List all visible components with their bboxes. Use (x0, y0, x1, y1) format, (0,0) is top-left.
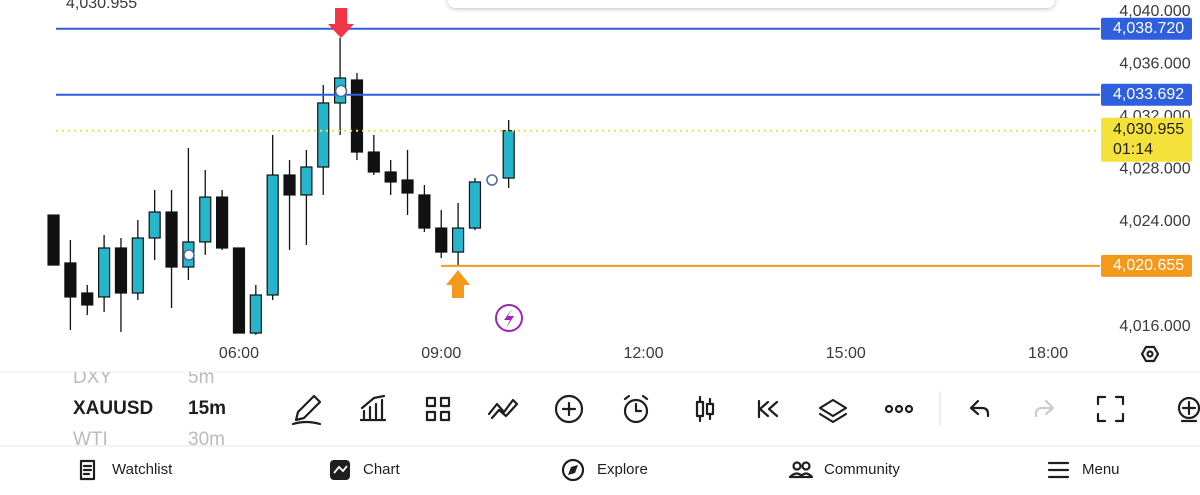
candle-body (418, 194, 431, 229)
price-label-box (1101, 17, 1192, 40)
nav-label[interactable]: Chart (363, 461, 401, 478)
price-label-box (1101, 83, 1192, 106)
symbol[interactable]: WTI (73, 429, 108, 450)
price-label: 4,038.720 (1113, 20, 1184, 37)
candle-body (47, 214, 60, 266)
nav-label[interactable]: Community (824, 461, 900, 478)
candle-body (317, 102, 330, 168)
candle-body (401, 179, 414, 194)
countdown: 01:14 (1113, 141, 1153, 158)
settings-icon[interactable] (1140, 345, 1160, 363)
nav-menu[interactable]: Menu (1047, 461, 1120, 479)
candle-body (165, 211, 178, 268)
symbol[interactable]: DXY (73, 367, 112, 388)
draw-tool[interactable] (291, 394, 322, 426)
nav-label[interactable]: Menu (1082, 461, 1120, 478)
nav-label[interactable]: Watchlist (112, 461, 173, 478)
interval[interactable]: 15m (188, 398, 226, 419)
popup-edge (448, 0, 1055, 8)
candle-body (266, 174, 279, 296)
candle-body (98, 247, 111, 298)
x-tick-label: 09:00 (421, 345, 461, 362)
undo[interactable] (969, 399, 990, 418)
candle-body (249, 294, 262, 334)
y-tick-label: 4,016.000 (1119, 318, 1190, 335)
x-tick-label: 18:00 (1028, 345, 1068, 362)
candle-body (384, 171, 397, 183)
y-tick-label: 4,024.000 (1119, 213, 1190, 230)
layouts[interactable] (425, 396, 451, 422)
objects[interactable] (818, 398, 848, 424)
candle-body (435, 227, 448, 253)
candle-body (114, 247, 128, 294)
alert[interactable] (623, 398, 649, 424)
candle-body (283, 174, 296, 196)
price-label-box (1101, 254, 1192, 277)
x-tick-label: 15:00 (826, 345, 866, 362)
extra-tool[interactable] (1177, 396, 1200, 420)
plot-area (47, 27, 1100, 335)
y-tick-label: 4,036.000 (1119, 56, 1190, 73)
nav-chart[interactable]: Chart (330, 460, 401, 480)
symbol-picker[interactable]: DXY 5m XAUUSD 15m WTI 30m (73, 367, 226, 450)
nav-label[interactable]: Explore (597, 461, 648, 478)
nav-community[interactable]: Community (788, 461, 900, 479)
candle-body (148, 211, 161, 239)
symbol[interactable]: XAUUSD (73, 398, 153, 419)
price-label: 4,030.955 (1113, 121, 1184, 138)
price-label: 4,020.655 (1113, 257, 1184, 274)
x-tick-label: 12:00 (623, 345, 663, 362)
candle-body (64, 262, 77, 298)
nav-watchlist[interactable]: Watchlist (79, 459, 173, 481)
buy-arrow (446, 270, 470, 298)
price-label: 4,033.692 (1113, 86, 1184, 103)
candle-body (216, 196, 229, 249)
add[interactable] (554, 394, 584, 424)
candle-body (367, 151, 380, 173)
sell-arrow (328, 8, 354, 38)
replay[interactable] (757, 399, 779, 419)
x-tick-label: 06:00 (219, 345, 259, 362)
price-label-box (1101, 117, 1192, 162)
candle-body (232, 247, 246, 334)
more[interactable] (884, 404, 894, 414)
candle-body (502, 130, 515, 179)
header-price: 4,030.955 (66, 0, 137, 12)
event-icon[interactable] (495, 304, 523, 332)
candle-body (300, 166, 313, 196)
chart-type[interactable] (695, 395, 715, 423)
signal-dot (183, 249, 195, 261)
candle-body (468, 181, 482, 229)
candle-body (81, 292, 94, 306)
compare[interactable] (487, 398, 519, 420)
candle-body (199, 196, 212, 243)
indicators[interactable] (359, 394, 387, 422)
interval[interactable]: 5m (188, 367, 214, 388)
redo[interactable] (1034, 399, 1055, 418)
y-tick-label: 4,028.000 (1119, 161, 1190, 178)
candle-body (451, 227, 465, 253)
signal-dot (486, 174, 498, 186)
toolbar-icons (291, 391, 1200, 427)
fullscreen[interactable] (1096, 395, 1125, 423)
signal-dot (334, 84, 348, 98)
candle-body (350, 79, 364, 153)
y-tick-label: 4,040.000 (1119, 3, 1190, 20)
candle-body (131, 237, 144, 294)
interval[interactable]: 30m (188, 429, 225, 450)
nav-explore[interactable]: Explore (561, 458, 648, 482)
